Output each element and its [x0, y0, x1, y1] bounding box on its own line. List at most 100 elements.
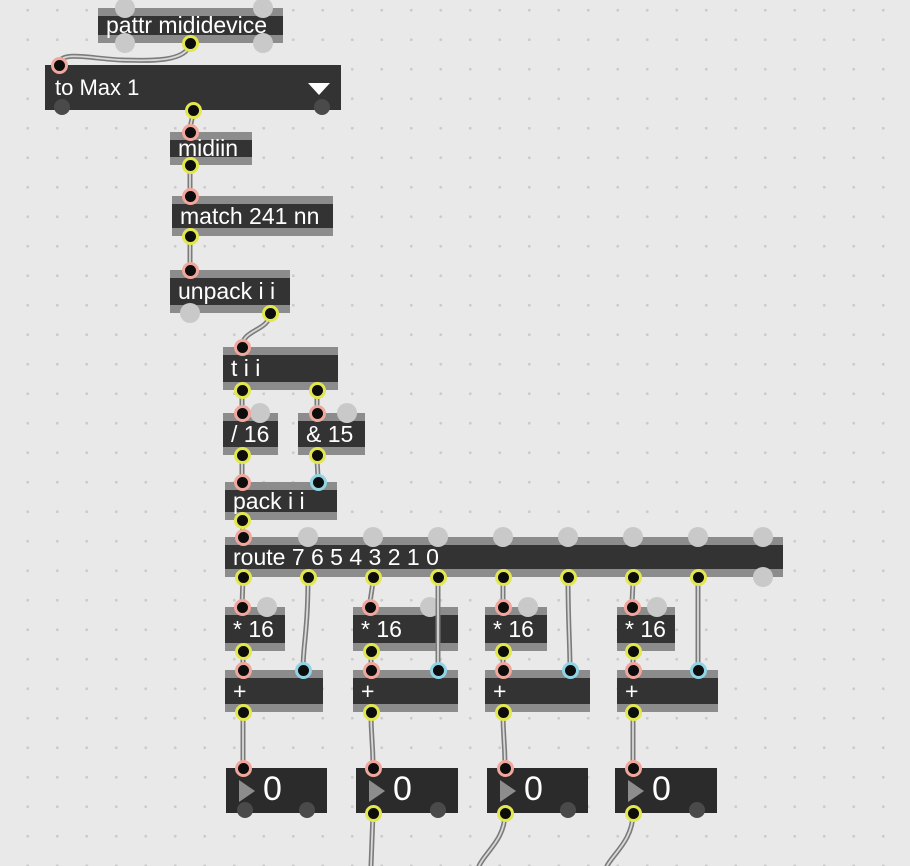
- port-stub-object-box-divide-16[interactable]: [250, 403, 270, 423]
- port-stub-number-box-1[interactable]: [237, 802, 253, 818]
- number-value[interactable]: 0: [524, 769, 543, 808]
- outlet-object-box-add-1[interactable]: [234, 703, 252, 721]
- port-stub-object-box-route[interactable]: [688, 527, 708, 547]
- outlet-object-box-pattr[interactable]: [181, 34, 199, 52]
- inlet-hot-object-box-mul16-4[interactable]: [623, 598, 641, 616]
- inlet-hot-object-box-mul16-1[interactable]: [233, 598, 251, 616]
- inlet-hot-object-box-add-4[interactable]: [624, 661, 642, 679]
- inlet-hot-object-box-divide-16[interactable]: [233, 404, 251, 422]
- inlet-hot-object-box-route[interactable]: [234, 528, 252, 546]
- object-box-match[interactable]: match 241 nn: [172, 196, 333, 236]
- port-stub-object-box-route[interactable]: [428, 527, 448, 547]
- port-stub-object-box-mul16-1[interactable]: [257, 597, 277, 617]
- outlet-object-box-mul16-3[interactable]: [494, 642, 512, 660]
- outlet-object-box-route[interactable]: [559, 568, 577, 586]
- inlet-cold-object-box-add-1[interactable]: [294, 661, 312, 679]
- outlet-object-box-trigger[interactable]: [233, 381, 251, 399]
- inlet-hot-object-box-trigger[interactable]: [233, 338, 251, 356]
- outlet-object-box-mul16-2[interactable]: [362, 642, 380, 660]
- inlet-hot-object-box-midiin[interactable]: [181, 123, 199, 141]
- outlet-object-box-add-4[interactable]: [624, 703, 642, 721]
- port-stub-object-box-mul16-2[interactable]: [420, 597, 440, 617]
- port-stub-object-box-route[interactable]: [623, 527, 643, 547]
- outlet-umenu-device-dropdown[interactable]: [184, 101, 202, 119]
- inlet-hot-object-box-mul16-2[interactable]: [361, 598, 379, 616]
- inlet-hot-object-box-add-2[interactable]: [362, 661, 380, 679]
- inlet-hot-object-box-add-1[interactable]: [234, 661, 252, 679]
- port-stub-object-box-pattr[interactable]: [253, 33, 273, 53]
- outlet-object-box-add-3[interactable]: [494, 703, 512, 721]
- dropdown-arrow-icon[interactable]: [308, 82, 330, 95]
- outlet-object-box-unpack[interactable]: [261, 304, 279, 322]
- port-stub-object-box-pattr[interactable]: [253, 0, 273, 18]
- object-box-mul16-3[interactable]: * 16: [485, 607, 547, 651]
- object-box-mul16-1[interactable]: * 16: [225, 607, 285, 651]
- inlet-hot-number-box-1[interactable]: [234, 759, 252, 777]
- patch-cord[interactable]: [56, 41, 193, 67]
- inlet-hot-object-box-add-3[interactable]: [494, 661, 512, 679]
- outlet-object-box-route[interactable]: [689, 568, 707, 586]
- inlet-hot-object-box-mul16-3[interactable]: [494, 598, 512, 616]
- outlet-object-box-add-2[interactable]: [362, 703, 380, 721]
- port-stub-umenu-device-dropdown[interactable]: [314, 99, 330, 115]
- port-stub-object-box-route[interactable]: [753, 567, 773, 587]
- inlet-hot-object-box-bitand-15[interactable]: [308, 404, 326, 422]
- port-stub-number-box-4[interactable]: [689, 802, 705, 818]
- port-stub-object-box-pattr[interactable]: [115, 33, 135, 53]
- outlet-object-box-mul16-4[interactable]: [624, 642, 642, 660]
- inlet-cold-object-box-pack[interactable]: [309, 473, 327, 491]
- outlet-object-box-route[interactable]: [624, 568, 642, 586]
- outlet-number-box-2[interactable]: [364, 804, 382, 822]
- inlet-cold-object-box-add-3[interactable]: [561, 661, 579, 679]
- outlet-object-box-trigger[interactable]: [308, 381, 326, 399]
- outlet-object-box-route[interactable]: [494, 568, 512, 586]
- inlet-hot-object-box-unpack[interactable]: [181, 261, 199, 279]
- box-bottom-bar: [223, 382, 338, 390]
- object-box-mul16-4[interactable]: * 16: [617, 607, 675, 651]
- inlet-hot-number-box-4[interactable]: [624, 759, 642, 777]
- inlet-cold-object-box-add-2[interactable]: [429, 661, 447, 679]
- port-stub-object-box-route[interactable]: [298, 527, 318, 547]
- outlet-object-box-route[interactable]: [299, 568, 317, 586]
- inlet-hot-number-box-2[interactable]: [364, 759, 382, 777]
- number-triangle-icon: [369, 779, 385, 802]
- outlet-object-box-route[interactable]: [429, 568, 447, 586]
- outlet-object-box-midiin[interactable]: [181, 156, 199, 174]
- box-top-bar: [485, 670, 590, 678]
- outlet-object-box-route[interactable]: [234, 568, 252, 586]
- inlet-cold-object-box-add-4[interactable]: [689, 661, 707, 679]
- box-label: +: [233, 677, 247, 704]
- number-value[interactable]: 0: [263, 769, 282, 808]
- outlet-object-box-divide-16[interactable]: [233, 446, 251, 464]
- port-stub-object-box-mul16-4[interactable]: [647, 597, 667, 617]
- port-stub-object-box-unpack[interactable]: [180, 303, 200, 323]
- port-stub-object-box-bitand-15[interactable]: [337, 403, 357, 423]
- outlet-number-box-4[interactable]: [624, 804, 642, 822]
- patch-cord[interactable]: [368, 810, 376, 866]
- object-box-divide-16[interactable]: / 16: [223, 413, 278, 455]
- outlet-number-box-3[interactable]: [496, 804, 514, 822]
- outlet-object-box-mul16-1[interactable]: [234, 642, 252, 660]
- port-stub-object-box-route[interactable]: [558, 527, 578, 547]
- outlet-object-box-pack[interactable]: [233, 511, 251, 529]
- outlet-object-box-match[interactable]: [181, 227, 199, 245]
- inlet-hot-object-box-match[interactable]: [181, 187, 199, 205]
- port-stub-number-box-3[interactable]: [560, 802, 576, 818]
- outlet-object-box-route[interactable]: [364, 568, 382, 586]
- port-stub-umenu-device-dropdown[interactable]: [54, 99, 70, 115]
- port-stub-object-box-pattr[interactable]: [115, 0, 135, 18]
- inlet-hot-umenu-device-dropdown[interactable]: [50, 56, 68, 74]
- port-stub-object-box-route[interactable]: [493, 527, 513, 547]
- number-value[interactable]: 0: [652, 769, 671, 808]
- number-value[interactable]: 0: [393, 769, 412, 808]
- port-stub-object-box-route[interactable]: [753, 527, 773, 547]
- inlet-hot-number-box-3[interactable]: [496, 759, 514, 777]
- inlet-hot-object-box-pack[interactable]: [233, 473, 251, 491]
- object-box-bitand-15[interactable]: & 15: [298, 413, 365, 455]
- port-stub-number-box-2[interactable]: [430, 802, 446, 818]
- port-stub-number-box-1[interactable]: [299, 802, 315, 818]
- port-stub-object-box-mul16-3[interactable]: [518, 597, 538, 617]
- port-stub-object-box-route[interactable]: [363, 527, 383, 547]
- outlet-object-box-bitand-15[interactable]: [308, 446, 326, 464]
